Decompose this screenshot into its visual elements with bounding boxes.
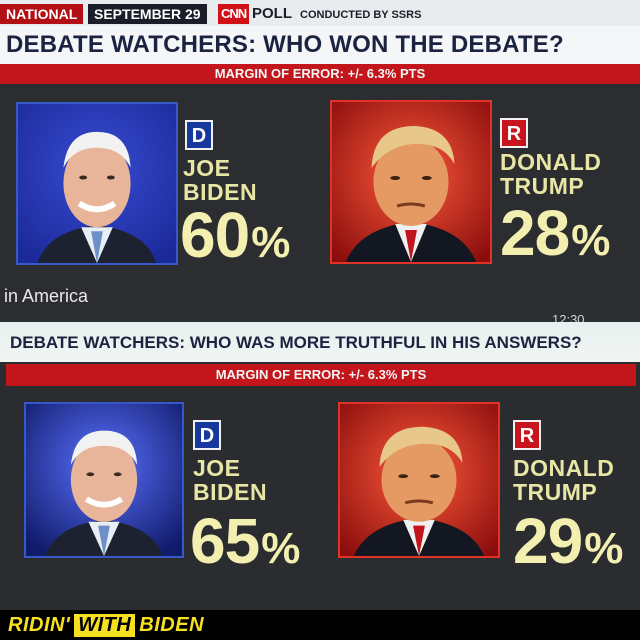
biden-pct-value: 65	[190, 505, 260, 577]
trump-percentage: 28%	[500, 196, 610, 270]
biden-photo	[16, 102, 178, 265]
biden-photo	[24, 402, 184, 558]
national-tag: NATIONAL	[0, 4, 84, 24]
margin-of-error: MARGIN OF ERROR: +/- 6.3% PTS	[0, 64, 640, 84]
margin-of-error: MARGIN OF ERROR: +/- 6.3% PTS	[6, 364, 636, 386]
footer-banner: RIDIN' WITH BIDEN	[0, 610, 640, 640]
trump-photo	[338, 402, 500, 558]
democrat-badge: D	[185, 120, 213, 150]
poll-question: DEBATE WATCHERS: WHO WAS MORE TRUTHFUL I…	[0, 322, 640, 362]
news-ticker: in America	[0, 282, 640, 310]
trump-first-name: DONALD	[500, 149, 602, 175]
trump-photo	[330, 100, 492, 264]
trump-last-name: TRUMP	[513, 479, 598, 505]
footer-ridin: RIDIN'	[8, 614, 71, 636]
date-tag: SEPTEMBER 29	[88, 4, 207, 24]
democrat-badge: D	[193, 420, 221, 450]
ticker-text: in America	[4, 286, 89, 306]
biden-pct-sign: %	[261, 524, 300, 573]
trump-last-name: TRUMP	[500, 173, 585, 199]
biden-first-name: JOE	[183, 155, 231, 181]
biden-percentage: 65%	[190, 504, 300, 578]
trump-name: DONALD TRUMP	[500, 150, 601, 198]
trump-pct-sign: %	[584, 524, 623, 573]
poll-label: POLL	[252, 5, 292, 22]
trump-pct-value: 29	[513, 505, 583, 577]
biden-first-name: JOE	[193, 455, 241, 481]
republican-badge: R	[513, 420, 541, 450]
trump-pct-sign: %	[571, 216, 610, 265]
biden-last-name: BIDEN	[193, 479, 268, 505]
poll-header-bar: NATIONAL SEPTEMBER 29 CNN POLL CONDUCTED…	[0, 0, 640, 26]
biden-pct-value: 60	[180, 199, 250, 271]
poll-panel-more-truthful: DEBATE WATCHERS: WHO WAS MORE TRUTHFUL I…	[0, 322, 640, 610]
biden-pct-sign: %	[251, 218, 290, 267]
conducted-by-label: CONDUCTED BY SSRS	[300, 9, 422, 21]
trump-first-name: DONALD	[513, 455, 615, 481]
trump-name: DONALD TRUMP	[513, 456, 614, 504]
poll-question: DEBATE WATCHERS: WHO WON THE DEBATE?	[0, 26, 640, 64]
biden-last-name: BIDEN	[183, 179, 258, 205]
trump-pct-value: 28	[500, 197, 570, 269]
biden-percentage: 60%	[180, 198, 290, 272]
panel-divider	[0, 310, 640, 322]
biden-name: JOE BIDEN	[193, 456, 267, 504]
footer-with: WITH	[74, 614, 136, 637]
footer-slogan: RIDIN' WITH BIDEN	[8, 614, 204, 637]
republican-badge: R	[500, 118, 528, 148]
footer-biden: BIDEN	[139, 614, 205, 636]
cnn-logo: CNN	[218, 4, 250, 24]
trump-percentage: 29%	[513, 504, 623, 578]
biden-name: JOE BIDEN	[183, 156, 257, 204]
poll-panel-who-won: NATIONAL SEPTEMBER 29 CNN POLL CONDUCTED…	[0, 0, 640, 310]
